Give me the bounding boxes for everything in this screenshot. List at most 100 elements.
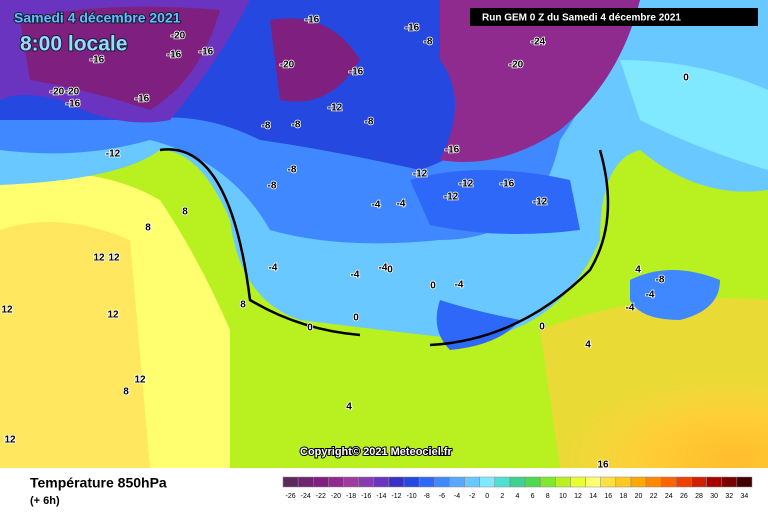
legend-label: -8 [424,493,430,500]
legend-label: 26 [680,493,688,500]
contour-label: -12 [106,149,121,160]
legend-swatch [418,476,435,488]
legend-label: -22 [316,493,326,500]
legend-label: -4 [454,493,460,500]
cold-area [630,270,720,320]
warm-area [0,222,150,468]
contour-label: -16 [135,94,150,105]
legend-label: -6 [439,493,445,500]
contour-label: -16 [66,99,81,110]
contour-label: -4 [269,263,278,274]
legend-swatch [328,476,344,488]
legend-swatch [403,476,420,488]
copyright: Copyright© 2021 Meteociel.fr [300,446,452,458]
legend-label: 28 [695,493,703,500]
contour-label: -16 [500,179,515,190]
contour-label: 12 [134,375,146,386]
legend-swatch [373,476,390,488]
contour-label: -20 [280,60,295,71]
cold-area [620,60,768,170]
contour-label: 4 [346,402,352,413]
legend-swatch [449,476,465,488]
legend-label: -24 [301,493,311,500]
legend-swatch [570,476,586,488]
legend-label: 10 [559,493,567,500]
legend-label: 22 [650,493,658,500]
legend-label: -26 [286,493,296,500]
contour-label: -12 [459,179,474,190]
contour-label: 0 [353,313,359,324]
legend-swatch [660,476,677,488]
contour-label: 8 [123,387,129,398]
legend-label: 32 [725,493,733,500]
very-cold-area [440,0,640,162]
legend-label: 16 [604,493,612,500]
legend-swatch [297,476,314,488]
contour-label: 12 [108,253,120,264]
contour-label: -4 [646,290,655,301]
contour-label: -8 [268,181,277,192]
legend-swatch [524,476,541,488]
legend-swatch [691,476,707,488]
footer-title: Température 850hPa [30,475,167,491]
legend-label: 2 [500,493,504,500]
contour-label: -20 [171,31,186,42]
legend-swatch [736,476,753,488]
contour-label: -20 [65,87,80,98]
contour-label: -8 [292,120,301,131]
legend-swatch [630,476,647,488]
contour-label: -20 [50,87,65,98]
legend-swatch [585,476,601,488]
contour-label: 16 [597,460,609,471]
contour-label: -12 [533,197,548,208]
contour-label: 12 [93,253,105,264]
contour-label: 0 [539,322,545,333]
legend-label: -16 [361,493,371,500]
legend-label: -10 [407,493,417,500]
footer-bar [0,468,768,512]
legend-swatch [676,476,692,488]
legend-swatch [721,476,738,488]
legend-swatch [388,476,405,488]
legend-swatch [555,476,571,488]
contour-label: -4 [372,200,381,211]
contour-label: -8 [424,37,433,48]
legend-label: 34 [741,493,749,500]
contour-label: -4 [626,303,635,314]
contour-label: 12 [4,435,16,446]
contour-label: 0 [430,281,436,292]
legend-swatch [282,476,299,488]
legend-label: 0 [485,493,489,500]
legend-swatch [358,476,375,488]
contour-label: -16 [445,145,460,156]
contour-label: -4 [397,199,406,210]
legend-label: 20 [635,493,643,500]
contour-label: -4 [351,270,360,281]
contour-label: 0 [307,323,313,334]
legend-swatch [509,476,526,488]
contour-label: -16 [167,50,182,61]
contour-label: -8 [365,117,374,128]
contour-zero [159,148,610,347]
contour-label: -16 [305,15,320,26]
contour-label: -12 [328,103,343,114]
contour-label: 8 [145,223,151,234]
legend-label: 8 [546,493,550,500]
contour-label: 0 [683,73,689,84]
legend-label: 24 [665,493,673,500]
legend-swatch [600,476,617,488]
contour-label: 0 [387,265,393,276]
legend-label: 12 [574,493,582,500]
contour-label: -12 [413,169,428,180]
contour-label: -16 [199,47,214,58]
contour-label: 12 [107,310,119,321]
legend-label: -12 [391,493,401,500]
legend-label: -2 [469,493,475,500]
very-cold-area [270,18,360,102]
legend-label: -14 [376,493,386,500]
contour-label: 8 [182,207,188,218]
legend-swatch [706,476,722,488]
run-text: Run GEM 0 Z du Samedi 4 décembre 2021 [482,13,681,24]
